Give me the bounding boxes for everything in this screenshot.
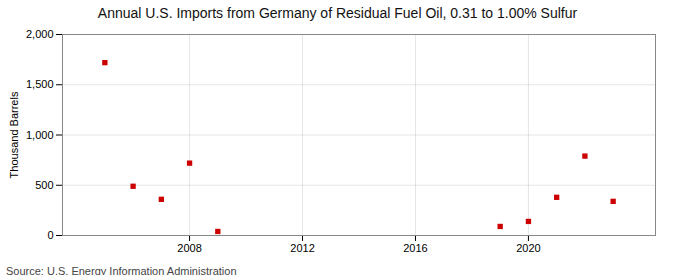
html-text:Annual U.S. Imports from Germa: Annual U.S. Imports from Germany of Resi… <box>97 5 578 21</box>
svg-text:2008: 2008 <box>177 242 201 254</box>
svg-text:0: 0 <box>47 229 53 241</box>
svg-text:1,000: 1,000 <box>26 129 54 141</box>
svg-text:500: 500 <box>35 179 53 191</box>
svg-text:2,000: 2,000 <box>26 28 54 40</box>
svg-text:2012: 2012 <box>290 242 314 254</box>
svg-text:2016: 2016 <box>403 242 427 254</box>
svg-text:1,500: 1,500 <box>26 78 54 90</box>
svg-text:Thousand Barrels: Thousand Barrels <box>8 91 20 178</box>
svg-text:2020: 2020 <box>516 242 540 254</box>
